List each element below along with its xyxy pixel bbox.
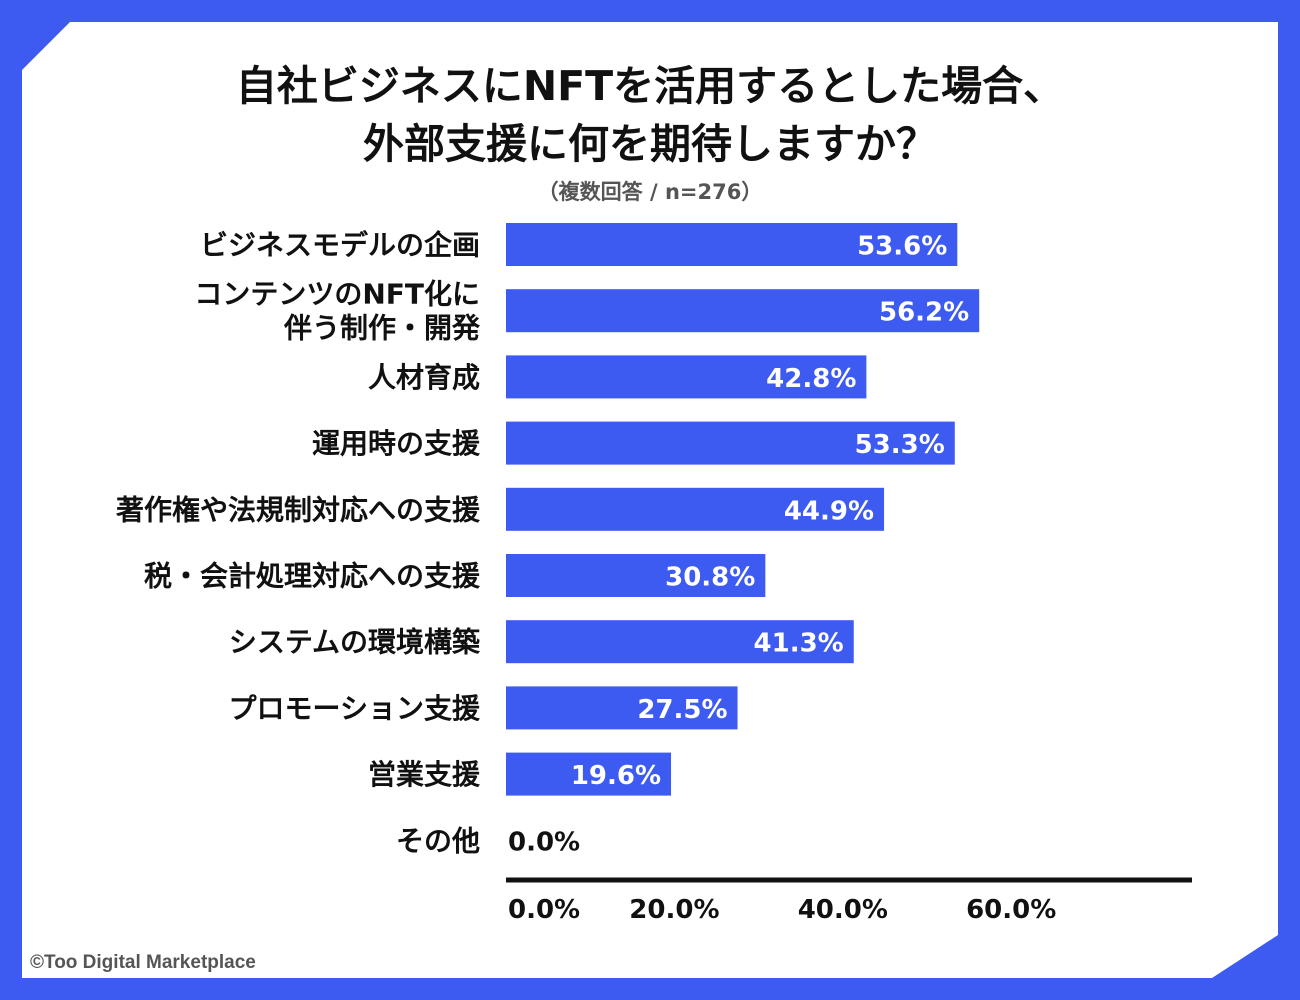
bar-2 (506, 355, 867, 399)
category-label-1-line-0: コンテンツのNFT化に (194, 278, 480, 311)
bar-5 (506, 554, 766, 597)
category-label-0: ビジネスモデルの企画 (200, 229, 480, 262)
x-tick-label-0: 0.0% (508, 895, 580, 925)
bar-3 (506, 421, 955, 465)
value-label-4: 44.9% (784, 496, 874, 526)
value-label-0: 53.6% (857, 232, 947, 262)
category-label-6: システムの環境構築 (229, 626, 481, 659)
category-label-3: 運用時の支援 (312, 427, 481, 460)
chart-subtitle: （複数回答 / n=276） (537, 180, 763, 204)
bar-7 (506, 686, 738, 730)
bar-6 (506, 620, 854, 664)
category-label-2: 人材育成 (368, 361, 480, 394)
category-label-4: 著作権や法規制対応への支援 (115, 493, 481, 526)
category-label-5: 税・会計処理対応への支援 (144, 560, 481, 593)
value-label-5: 30.8% (665, 563, 755, 593)
value-label-6: 41.3% (754, 629, 844, 659)
x-tick-label-2: 40.0% (798, 895, 888, 925)
value-label-2: 42.8% (766, 364, 856, 394)
bar-0 (506, 223, 958, 266)
x-tick-label-1: 20.0% (629, 895, 719, 925)
value-label-8: 19.6% (571, 761, 661, 791)
chart-title-line-2: 外部支援に何を期待しますか？ (363, 120, 937, 168)
chart-title-line-1: 自社ビジネスにNFTを活用するとした場合、 (235, 62, 1065, 110)
bar-4 (506, 487, 885, 531)
copyright-footer: ©Too Digital Marketplace (30, 952, 256, 973)
category-label-9: その他 (396, 824, 480, 857)
category-label-1-line-1: 伴う制作・開発 (283, 312, 481, 345)
value-label-7: 27.5% (637, 695, 727, 725)
category-label-7: プロモーション支援 (229, 692, 481, 725)
bar-8 (506, 752, 672, 796)
value-label-3: 53.3% (855, 430, 945, 460)
category-label-8: 営業支援 (368, 758, 481, 791)
value-label-9: 0.0% (508, 827, 580, 857)
x-tick-label-3: 60.0% (966, 895, 1056, 925)
bar-1 (506, 289, 980, 333)
value-label-1: 56.2% (879, 298, 969, 328)
